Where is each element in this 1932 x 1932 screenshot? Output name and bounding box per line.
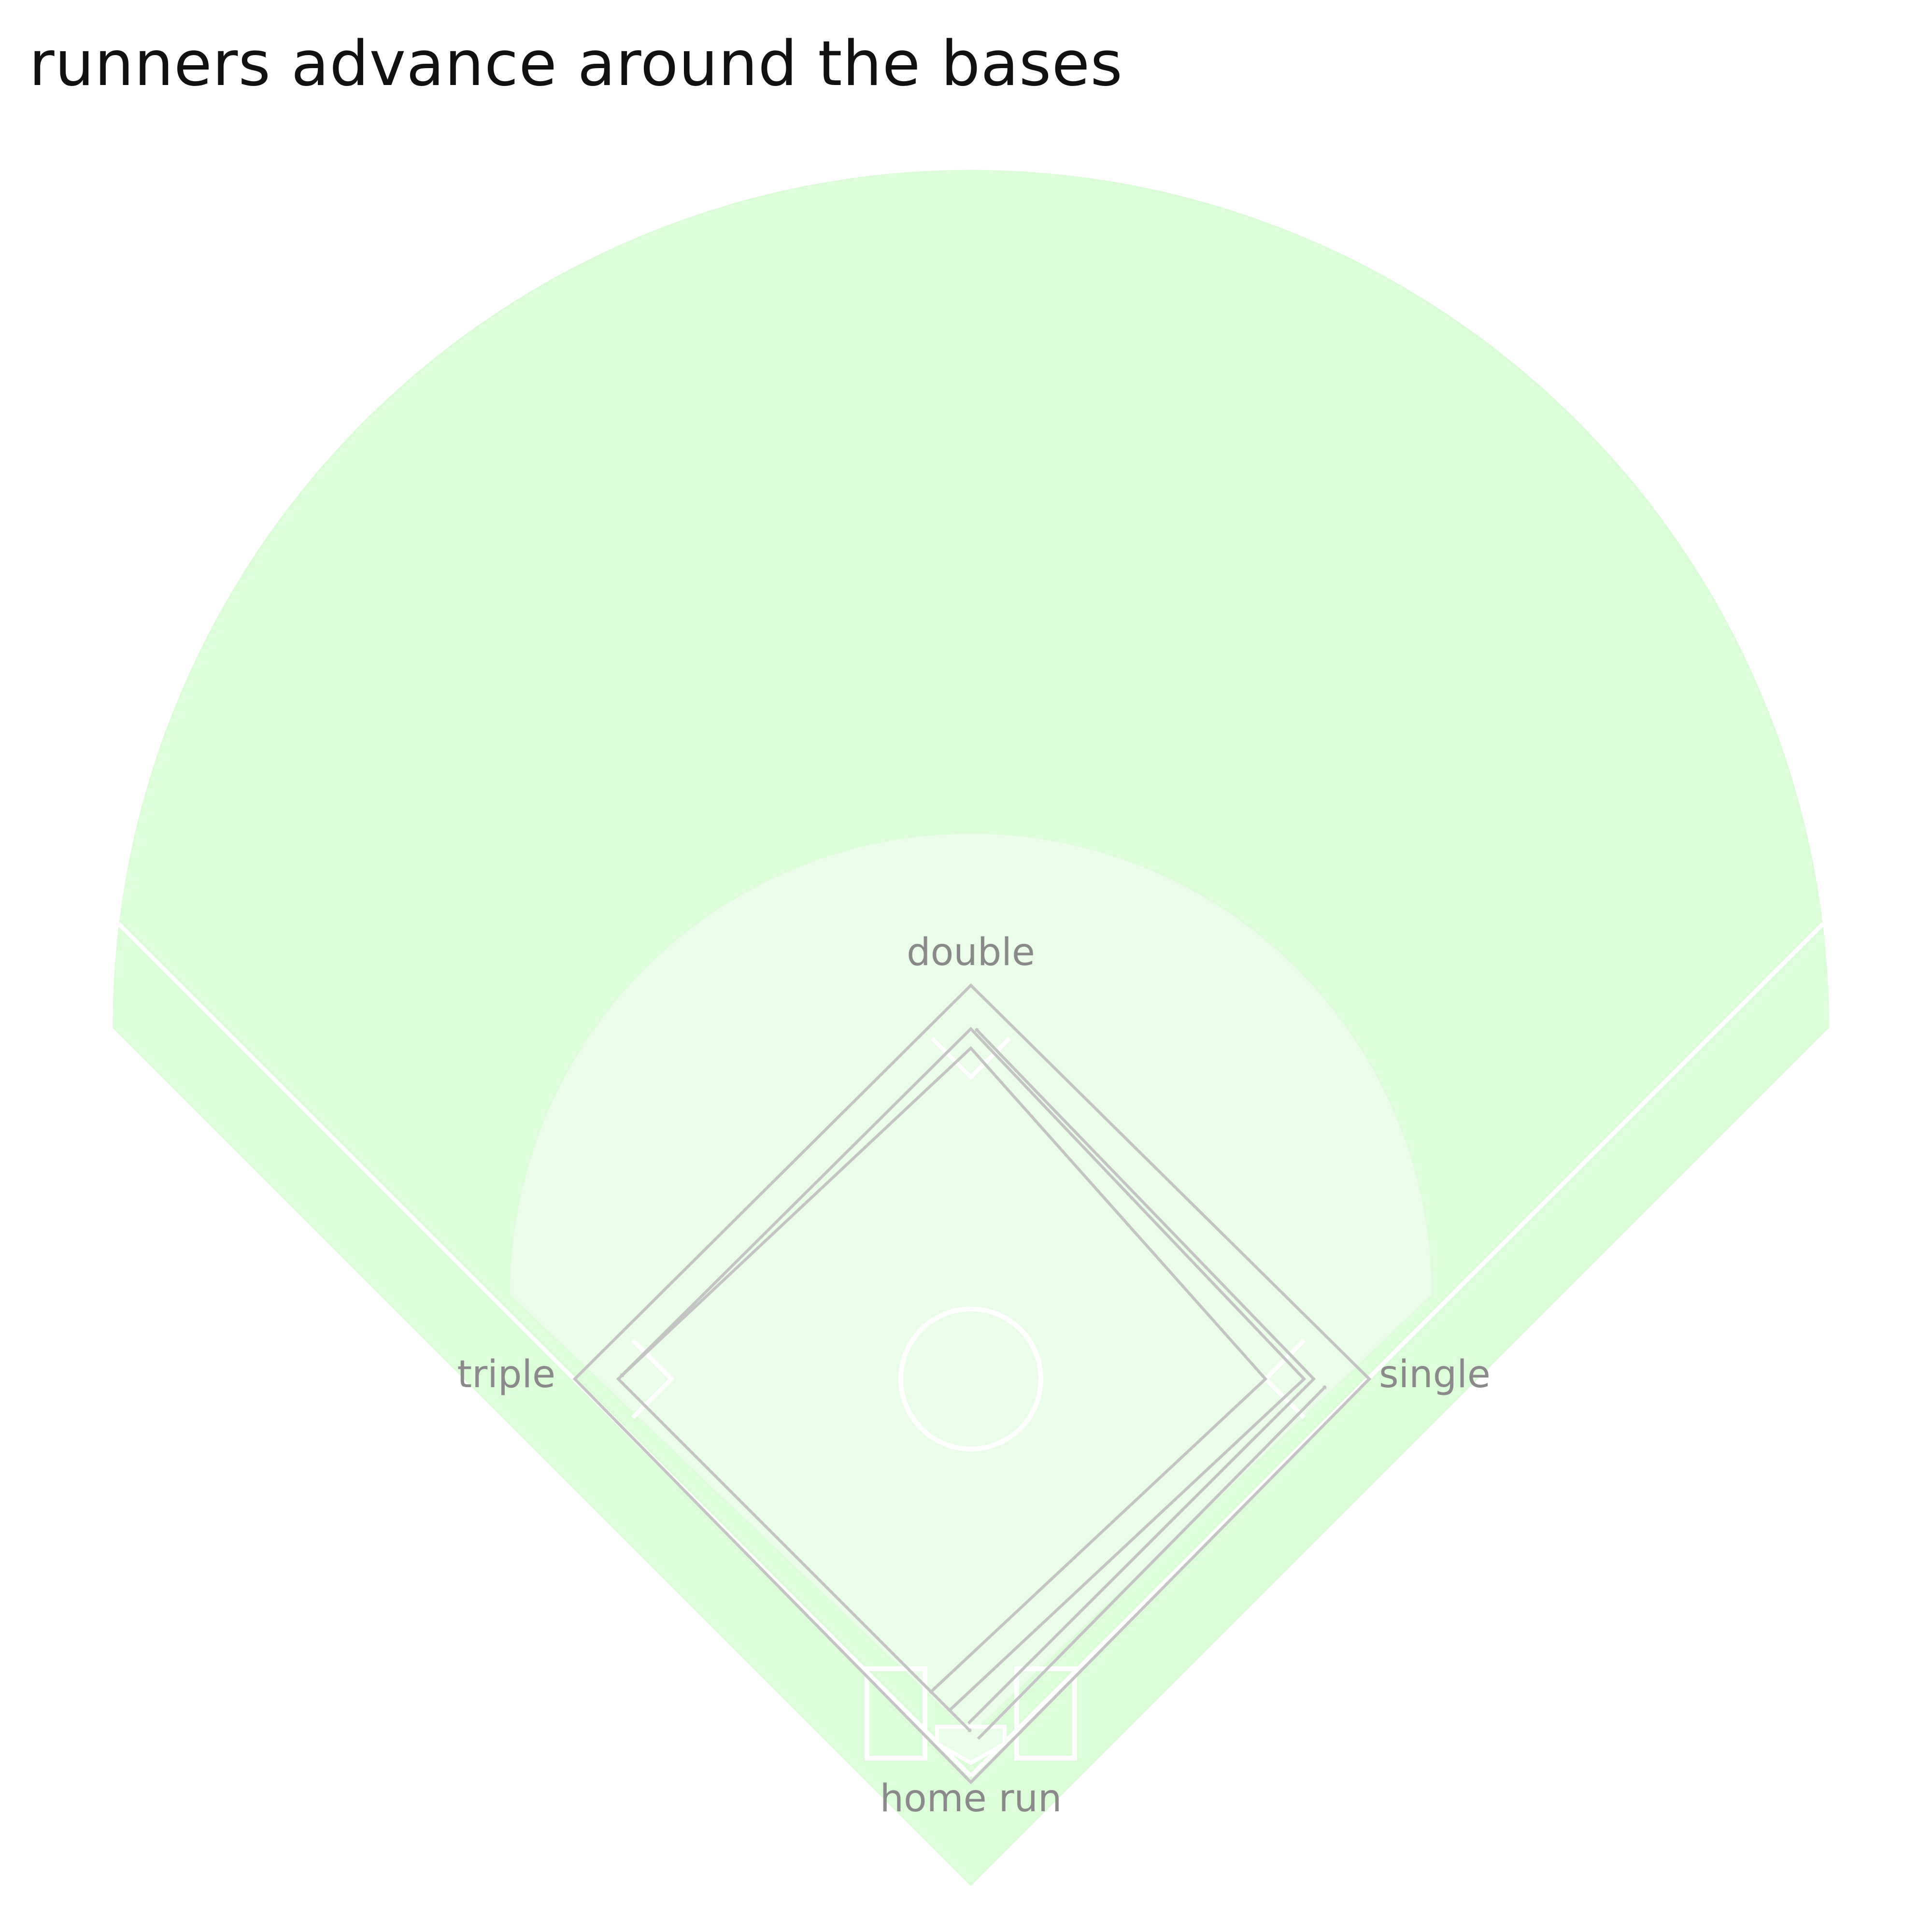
diagram-title: runners advance around the bases [29, 28, 1123, 100]
left-foul-line [116, 922, 973, 1778]
triple-path [619, 1026, 1307, 1711]
first-base-label: single [1379, 1353, 1491, 1396]
second-base-label: double [907, 931, 1035, 974]
left-batters-box [865, 1666, 927, 1761]
infield-grass [510, 834, 1432, 1734]
outer-diamond-path [572, 983, 1372, 1785]
third-base-label: triple [457, 1353, 556, 1396]
pitchers-mound [898, 1307, 1043, 1451]
home-plate [935, 1725, 1007, 1765]
right-foul-line [969, 922, 1825, 1778]
home-run-path [616, 1046, 1268, 1733]
double-path [967, 1027, 1316, 1725]
single-path [977, 1385, 1327, 1740]
home-plate-label: home run [880, 1777, 1062, 1820]
